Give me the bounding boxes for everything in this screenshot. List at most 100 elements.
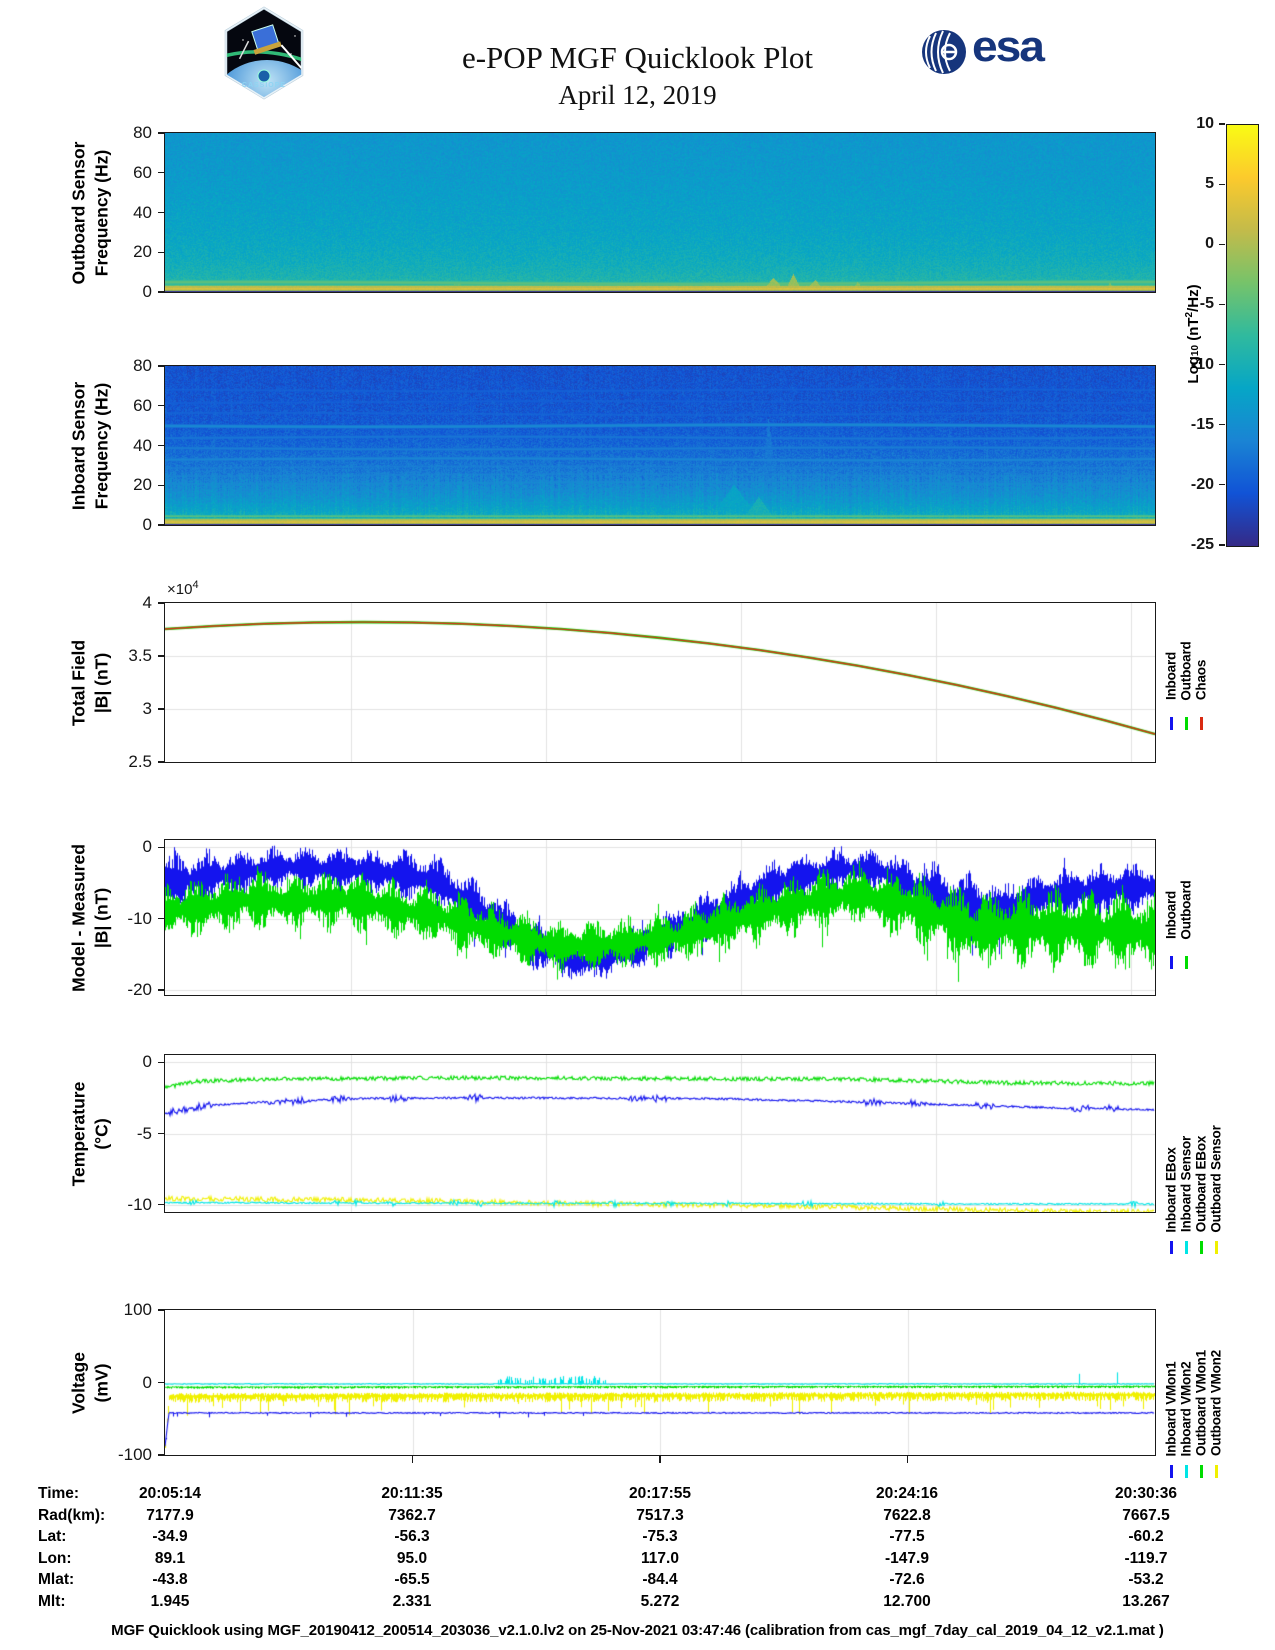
y-tick-label: 0 bbox=[142, 515, 152, 534]
table-cell: 12.700 bbox=[883, 1592, 931, 1610]
colorbar-tick-mark bbox=[1219, 243, 1225, 245]
y-tick-mark bbox=[158, 524, 165, 526]
y-axis-label-line1: Voltage bbox=[68, 1351, 89, 1414]
colorbar-tick-mark bbox=[1219, 183, 1225, 185]
inboard_spectrogram-canvas bbox=[165, 366, 1155, 525]
legend-label: Outboard VMon2 bbox=[1208, 1350, 1224, 1456]
colorbar-tick-label: -20 bbox=[1190, 475, 1214, 493]
y-tick-mark bbox=[158, 846, 165, 848]
y-tick-mark bbox=[158, 1454, 165, 1456]
table-cell: -43.8 bbox=[152, 1571, 188, 1588]
figure-title: e-POP MGF Quicklook Plot bbox=[461, 40, 814, 75]
colorbar-label-part-pre: Log bbox=[1185, 356, 1202, 384]
y-tick-label: -10 bbox=[127, 908, 152, 928]
y-tick-label: 40 bbox=[133, 202, 152, 222]
legend-label: Outboard bbox=[1178, 640, 1194, 701]
legend-color-mark bbox=[1214, 1241, 1218, 1254]
legend-label: Outboard VMon1 bbox=[1193, 1350, 1209, 1456]
y-tick-label: -5 bbox=[136, 1123, 152, 1143]
y-tick-label: 40 bbox=[133, 435, 152, 455]
temperature-canvas bbox=[165, 1055, 1155, 1212]
y-tick-label: 80 bbox=[133, 356, 152, 375]
inboard_spectrogram-plot bbox=[164, 365, 1156, 526]
table-cell: -77.5 bbox=[889, 1528, 925, 1545]
table-cell: 7517.3 bbox=[636, 1506, 684, 1524]
colorbar-tick-label: -5 bbox=[1199, 295, 1214, 313]
colorbar-label-part-mid: (nT bbox=[1185, 317, 1202, 345]
y-tick-label: 3.5 bbox=[128, 646, 152, 665]
legend-label: Outboard bbox=[1178, 879, 1194, 940]
table-cell: 5.272 bbox=[640, 1592, 680, 1610]
legend-label: Chaos bbox=[1193, 659, 1209, 701]
colorbar-tick-label: -15 bbox=[1190, 415, 1214, 433]
table-cell: -119.7 bbox=[1124, 1549, 1168, 1567]
y-tick-label: 100 bbox=[123, 1300, 152, 1319]
colorbar-tick-label: 5 bbox=[1205, 175, 1214, 193]
y-axis-label-line2: (°C) bbox=[91, 1117, 112, 1150]
y-tick-label: -10 bbox=[127, 1194, 152, 1214]
table-cell: 7177.9 bbox=[146, 1506, 194, 1524]
table-cell: -60.2 bbox=[1128, 1528, 1164, 1545]
model_minus_measured-canvas bbox=[165, 840, 1155, 995]
y-tick-mark bbox=[158, 761, 165, 763]
colorbar-label-part-sup: 2 bbox=[1184, 311, 1195, 318]
cassiope-patch-art bbox=[224, 6, 304, 100]
y-tick-label: 0 bbox=[142, 1372, 152, 1392]
y-axis-label-line1: Model - Measured bbox=[68, 843, 89, 992]
y-tick-mark bbox=[158, 251, 165, 253]
y-tick-mark bbox=[158, 172, 165, 174]
outboard_spectrogram-plot bbox=[164, 132, 1156, 293]
legend-label: Inboard EBox bbox=[1163, 1146, 1179, 1233]
colorbar-tick-label: -10 bbox=[1190, 355, 1214, 373]
colorbar-tick-mark bbox=[1219, 303, 1225, 306]
y-tick-mark bbox=[158, 602, 165, 604]
table-cell: -56.3 bbox=[394, 1528, 430, 1545]
y-tick-label: 20 bbox=[133, 475, 152, 495]
table-cell: -65.5 bbox=[394, 1571, 430, 1588]
y-tick-label: 0 bbox=[142, 1052, 152, 1072]
legend-label: Inboard bbox=[1163, 890, 1179, 940]
y-axis-label-line2: Frequency (Hz) bbox=[91, 382, 112, 509]
esa-logo-text: esa bbox=[972, 22, 1045, 71]
y-axis-label-line2: Frequency (Hz) bbox=[91, 149, 112, 276]
legend-color-mark bbox=[1169, 1465, 1173, 1478]
table-cell: 20:30:36 bbox=[1114, 1485, 1178, 1502]
y-tick-mark bbox=[158, 365, 165, 367]
y-tick-label: 60 bbox=[133, 395, 152, 415]
table-row-label: Mlt: bbox=[38, 1592, 66, 1610]
legend-color-mark bbox=[1214, 1465, 1218, 1478]
model_minus_measured-plot bbox=[164, 839, 1156, 996]
y-tick-mark bbox=[158, 211, 165, 214]
y-tick-mark bbox=[158, 132, 165, 134]
footer-caption: MGF Quicklook using MGF_20190412_200514_… bbox=[111, 1622, 1164, 1639]
y-tick-mark bbox=[158, 989, 165, 991]
table-cell: 20:17:55 bbox=[628, 1485, 692, 1502]
legend-label: Inboard VMon1 bbox=[1163, 1361, 1179, 1456]
y-tick-mark bbox=[158, 655, 165, 657]
y-tick-label: 2.5 bbox=[128, 752, 152, 771]
y-tick-mark bbox=[158, 484, 165, 486]
table-cell: 7622.8 bbox=[883, 1506, 931, 1524]
table-cell: 20:11:35 bbox=[381, 1485, 443, 1502]
y-axis-label-line1: Temperature bbox=[68, 1081, 89, 1186]
table-cell: -72.6 bbox=[889, 1571, 925, 1588]
y-axis-label-line2: |B| (nT) bbox=[91, 887, 112, 948]
outboard_spectrogram-canvas bbox=[165, 133, 1155, 292]
table-row-label: Lon: bbox=[38, 1549, 72, 1567]
table-cell: 1.945 bbox=[150, 1592, 190, 1610]
exponent-power: 4 bbox=[192, 579, 199, 591]
y-axis-label-line1: Inboard Sensor bbox=[68, 381, 89, 510]
colorbar bbox=[1226, 124, 1259, 547]
colorbar-tick-mark bbox=[1219, 123, 1225, 125]
y-axis-label-line2: |B| (nT) bbox=[91, 652, 112, 713]
exponent-base: ×10 bbox=[167, 581, 193, 598]
table-cell: 20:24:16 bbox=[875, 1485, 939, 1502]
colorbar-label-part-sub: 10 bbox=[1190, 344, 1201, 357]
y-tick-mark bbox=[158, 291, 165, 293]
x-tick-mark bbox=[411, 1456, 414, 1463]
figure-date: April 12, 2019 bbox=[558, 80, 717, 110]
colorbar-tick-label: 0 bbox=[1205, 235, 1214, 253]
y-tick-mark bbox=[158, 1204, 165, 1206]
y-tick-mark bbox=[158, 1132, 165, 1135]
